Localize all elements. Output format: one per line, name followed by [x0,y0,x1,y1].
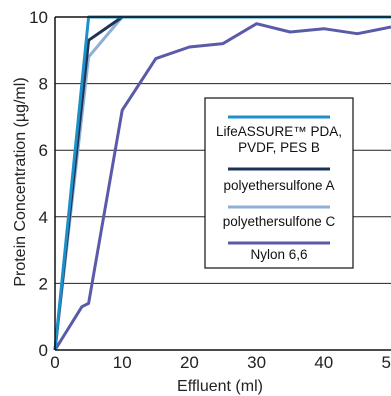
y-tick-label: 10 [29,8,48,27]
y-tick-label: 8 [39,75,48,94]
x-tick-label: 20 [180,353,199,372]
x-axis-title: Effluent (ml) [177,378,263,395]
y-tick-label: 0 [39,341,48,360]
legend-label: polyethersulfone A [223,178,334,193]
legend-label: PVDF, PES B [238,140,320,155]
tick-labels: 0 2 4 6 8 10 0 10 20 30 40 50 [29,8,391,372]
y-tick-label: 4 [39,208,48,227]
legend-label: polyethersulfone C [223,214,336,229]
legend-label: LifeASSURE™ PDA, [216,124,342,139]
x-tick-label: 0 [50,353,59,372]
x-tick-label: 10 [113,353,132,372]
y-axis-title: Protein Concentration (µg/ml) [12,77,29,286]
series-line-4 [53,22,391,351]
legend-label: Nylon 6,6 [250,247,307,262]
x-tick-label: 30 [247,353,266,372]
x-tick-label: 40 [314,353,333,372]
x-tick-label: 50 [382,353,391,372]
y-tick-label: 2 [39,274,48,293]
legend-box [204,97,354,269]
axes [54,16,391,351]
legend: LifeASSURE™ PDA,PVDF, PES B polyethersulf… [204,97,354,269]
y-tick-label: 6 [39,141,48,160]
